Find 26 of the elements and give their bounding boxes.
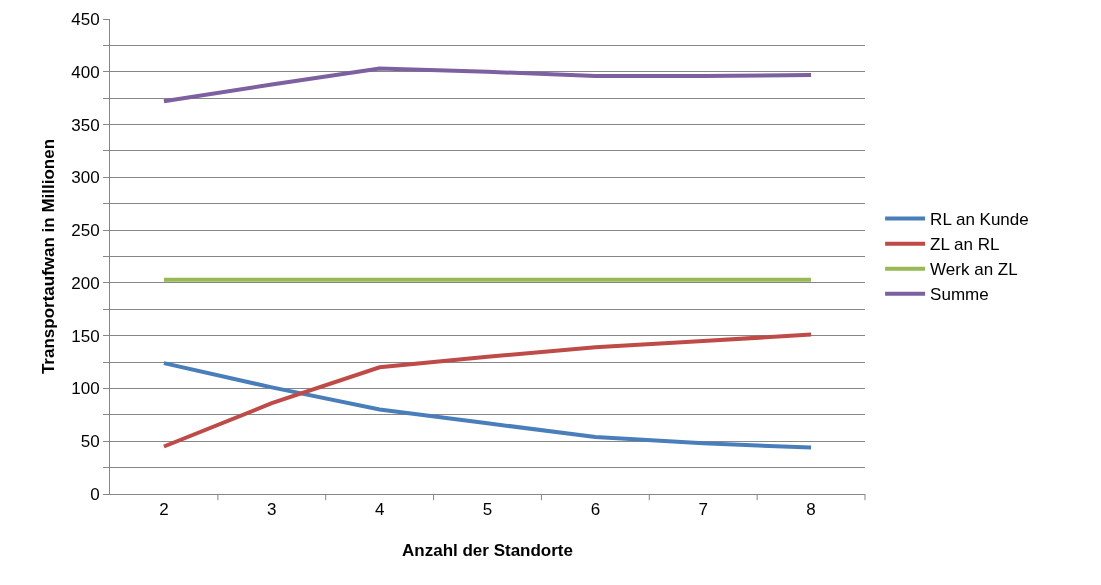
x-tick-label: 4 — [374, 500, 385, 520]
y-tick-label: 100 — [71, 379, 100, 399]
y-tick-label: 200 — [71, 273, 100, 293]
legend-label: Werk an ZL — [930, 260, 1018, 280]
x-tick-label: 8 — [806, 500, 816, 520]
y-tick-label: 450 — [71, 9, 100, 29]
y-tick-label: 250 — [71, 221, 100, 241]
line-series — [161, 361, 814, 450]
x-tick-label: 6 — [590, 500, 601, 520]
y-tick-label: 150 — [71, 326, 100, 346]
y-tick-label: 50 — [80, 432, 100, 452]
legend-label: Summe — [930, 285, 989, 305]
line-series — [161, 66, 814, 104]
y-tick-label: 0 — [90, 484, 100, 504]
x-tick-label: 5 — [482, 500, 493, 520]
x-tick-label: 7 — [698, 500, 708, 520]
x-tick-label: 2 — [159, 500, 169, 520]
y-tick-label: 350 — [71, 115, 100, 135]
line-series — [161, 332, 814, 449]
y-tick-label: 300 — [71, 168, 100, 188]
y-axis-title: Transportaufwan in Millionen — [38, 138, 58, 375]
x-tick-label: 3 — [267, 500, 277, 520]
legend-label: RL an Kunde — [930, 210, 1029, 230]
x-axis-title: Anzahl der Standorte — [402, 540, 573, 560]
legend-label: ZL an RL — [930, 235, 1000, 255]
y-tick-label: 400 — [71, 62, 100, 82]
